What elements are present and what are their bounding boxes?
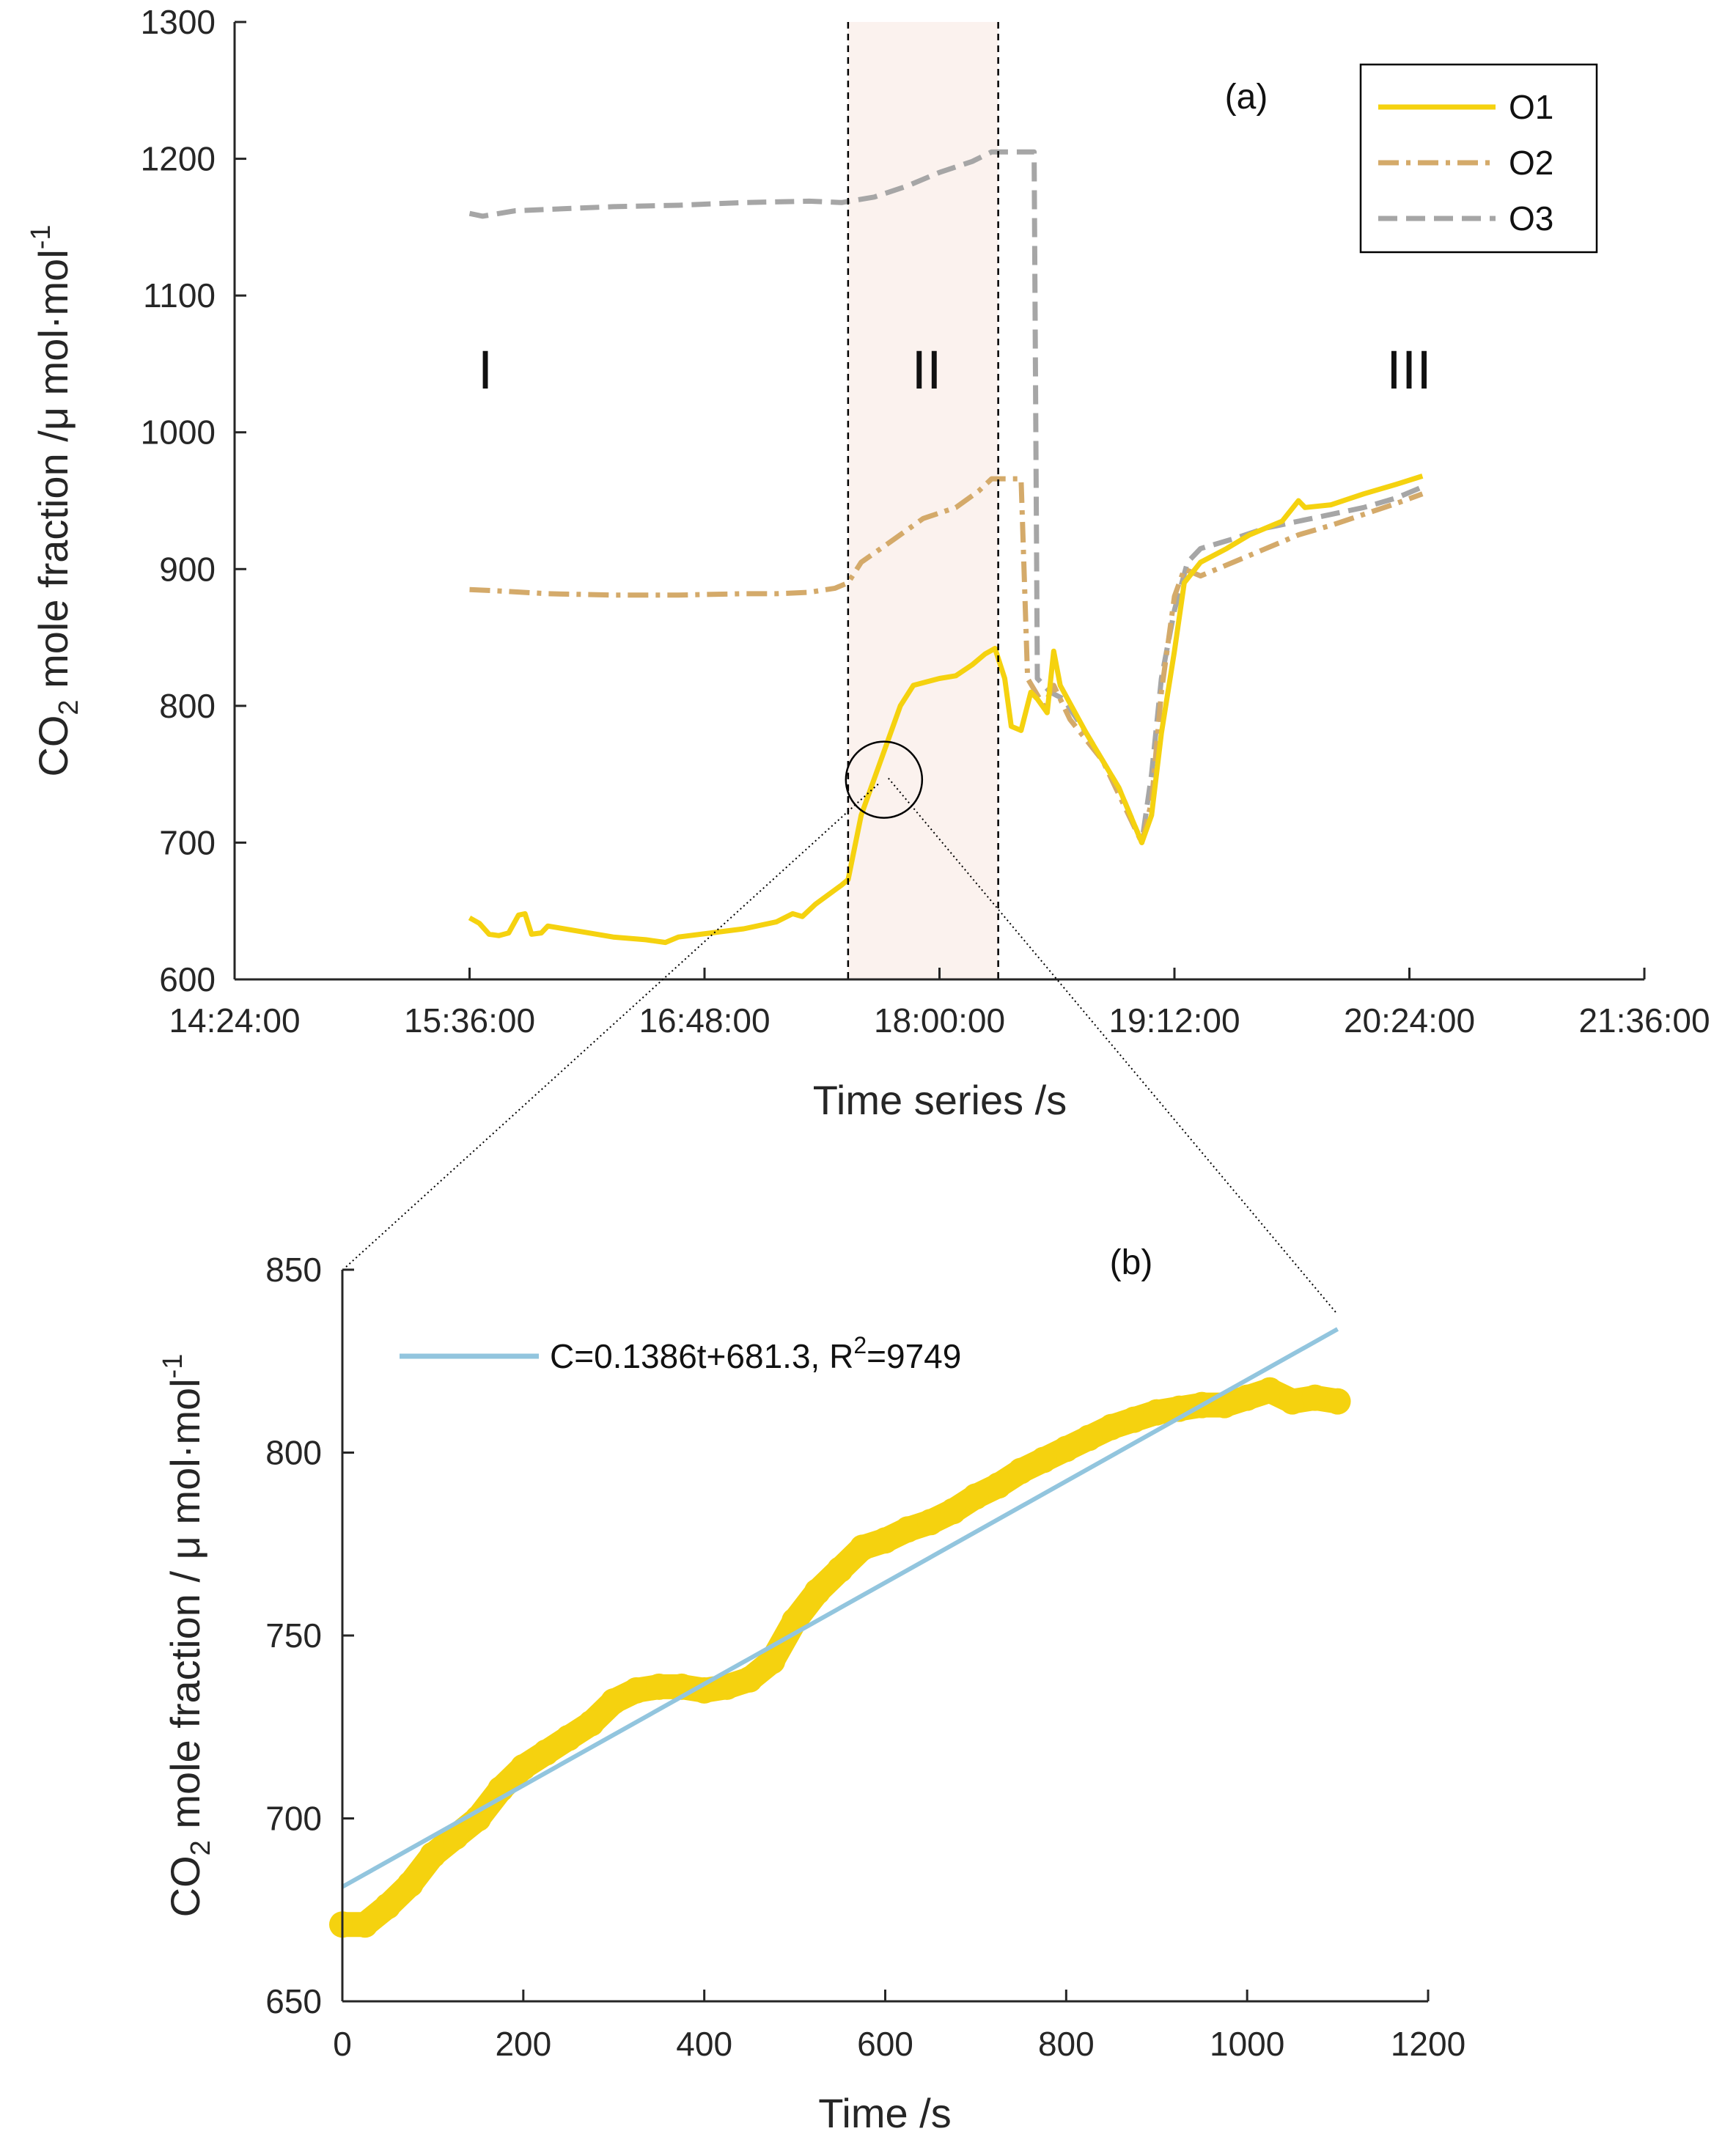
x-tick-label: 600 bbox=[857, 2025, 913, 2063]
scatter-point bbox=[1098, 1413, 1125, 1441]
y-tick-label: 800 bbox=[265, 1434, 322, 1472]
scatter-point bbox=[351, 1911, 378, 1938]
x-tick-label: 400 bbox=[676, 2025, 732, 2063]
scatter-point bbox=[1030, 1446, 1057, 1473]
panel-a-y-ticks: 600 700 800 900 1000 1100 1200 1300 bbox=[141, 3, 246, 998]
zoom-connector-right bbox=[888, 777, 1336, 1313]
y-tick-label: 1300 bbox=[141, 3, 216, 41]
x-tick-label: 19:12:00 bbox=[1108, 1001, 1240, 1040]
panel-a-series-group bbox=[468, 149, 1424, 946]
x-tick-label: 15:36:00 bbox=[404, 1001, 535, 1040]
legend-label-o3: O3 bbox=[1509, 199, 1553, 238]
series-line-o2 bbox=[469, 476, 1424, 845]
fit-line bbox=[341, 1327, 1339, 1889]
y-tick-label: 850 bbox=[265, 1251, 322, 1289]
scatter-point bbox=[691, 1677, 718, 1704]
zoom-connector-left bbox=[344, 783, 879, 1269]
panel-b-y-ticks: 650 700 750 800 850 bbox=[265, 1251, 354, 2020]
scatter-point bbox=[759, 1647, 786, 1674]
scatter-point bbox=[1279, 1388, 1306, 1415]
region-ii-shading bbox=[847, 22, 998, 979]
scatter-point bbox=[623, 1677, 650, 1704]
scatter-point bbox=[397, 1871, 424, 1898]
region-label-iii: III bbox=[1386, 339, 1432, 400]
panel-a: 14:24:00 15:36:00 16:48:00 18:00:00 19:12:00… bbox=[26, 3, 1710, 1123]
panel-b-x-axis-title: Time /s bbox=[818, 2090, 951, 2136]
scatter-point bbox=[985, 1472, 1012, 1499]
scatter-point bbox=[465, 1805, 492, 1832]
y-tick-label: 900 bbox=[159, 550, 216, 588]
scatter-point bbox=[940, 1498, 967, 1525]
scatter-point bbox=[374, 1893, 401, 1920]
scatter-point bbox=[849, 1534, 876, 1561]
y-tick-label: 1000 bbox=[141, 413, 216, 452]
scatter-point bbox=[803, 1578, 831, 1605]
scatter-point bbox=[1257, 1377, 1284, 1404]
scatter-point bbox=[1075, 1424, 1103, 1452]
scatter-point bbox=[713, 1673, 740, 1700]
scatter-point bbox=[1234, 1384, 1261, 1411]
y-tick-label: 750 bbox=[265, 1616, 322, 1655]
scatter-point bbox=[555, 1724, 582, 1751]
scatter-point bbox=[578, 1710, 605, 1737]
scatter-point bbox=[510, 1754, 537, 1781]
x-tick-label: 18:00:00 bbox=[874, 1001, 1005, 1040]
scatter-point bbox=[532, 1739, 559, 1766]
scatter-point bbox=[1120, 1406, 1147, 1433]
x-tick-label: 800 bbox=[1038, 2025, 1095, 2063]
panel-b: 0 200 400 600 800 1000 1200 650 700 750 800 850 Ti… bbox=[158, 1243, 1465, 2136]
scatter-point bbox=[1324, 1388, 1351, 1415]
y-tick-label: 800 bbox=[159, 687, 216, 725]
x-tick-label: 14:24:00 bbox=[169, 1001, 300, 1040]
scatter-point bbox=[1007, 1457, 1034, 1484]
scatter-point bbox=[419, 1842, 446, 1869]
scatter-band-o1 bbox=[330, 1377, 1350, 1938]
legend-label-fit: C=0.1386t+681.3, R2=9749 bbox=[550, 1332, 961, 1375]
x-tick-label: 200 bbox=[495, 2025, 551, 2063]
panel-a-legend: O1 O2 O3 bbox=[1359, 63, 1598, 254]
scatter-point bbox=[645, 1673, 672, 1700]
y-tick-label: 650 bbox=[265, 1982, 322, 2020]
panel-b-legend: C=0.1386t+681.3, R2=9749 bbox=[400, 1332, 961, 1375]
panel-a-label: (a) bbox=[1225, 78, 1268, 117]
region-label-ii: II bbox=[911, 339, 941, 400]
scatter-point bbox=[736, 1666, 763, 1693]
x-tick-label: 20:24:00 bbox=[1344, 1001, 1475, 1040]
panel-b-y-axis-title: CO2 mole fraction / μ mol·mol-1 bbox=[158, 1354, 216, 1918]
scatter-point bbox=[1143, 1399, 1170, 1426]
x-tick-label: 1000 bbox=[1210, 2025, 1284, 2063]
scatter-point bbox=[917, 1509, 944, 1536]
panel-a-y-axis-title: CO2 mole fraction /μ mol·mol-1 bbox=[26, 224, 84, 776]
series-line-o1 bbox=[468, 474, 1424, 946]
y-tick-label: 700 bbox=[265, 1800, 322, 1838]
legend-label-o2: O2 bbox=[1509, 144, 1553, 182]
y-tick-label: 700 bbox=[159, 823, 216, 861]
scatter-point bbox=[1053, 1435, 1080, 1462]
x-tick-label: 16:48:00 bbox=[639, 1001, 770, 1040]
scatter-point bbox=[872, 1527, 899, 1554]
zoom-circle bbox=[845, 740, 924, 819]
panel-b-x-ticks: 0 200 400 600 800 1000 1200 bbox=[333, 1990, 1465, 2063]
panel-b-label: (b) bbox=[1110, 1243, 1153, 1282]
x-tick-label: 0 bbox=[333, 2025, 352, 2063]
scatter-point bbox=[1301, 1384, 1328, 1411]
scatter-point bbox=[600, 1688, 628, 1715]
y-tick-label: 1200 bbox=[141, 140, 216, 178]
legend-label-o1: O1 bbox=[1509, 88, 1553, 126]
panel-a-x-axis-title: Time series /s bbox=[813, 1077, 1067, 1123]
y-tick-label: 600 bbox=[159, 960, 216, 998]
scatter-point bbox=[962, 1483, 989, 1510]
panel-b-series-group bbox=[329, 1327, 1351, 1938]
y-tick-label: 1100 bbox=[143, 276, 216, 314]
scatter-point bbox=[826, 1556, 853, 1583]
x-tick-label: 21:36:00 bbox=[1578, 1001, 1710, 1040]
legend-box bbox=[1359, 63, 1598, 254]
scatter-point bbox=[442, 1823, 469, 1850]
region-label-i: I bbox=[478, 339, 493, 400]
scatter-point bbox=[894, 1516, 922, 1543]
panel-a-x-ticks: 14:24:00 15:36:00 16:48:00 18:00:00 19:12:00… bbox=[169, 968, 1710, 1040]
x-tick-label: 1200 bbox=[1391, 2025, 1465, 2063]
